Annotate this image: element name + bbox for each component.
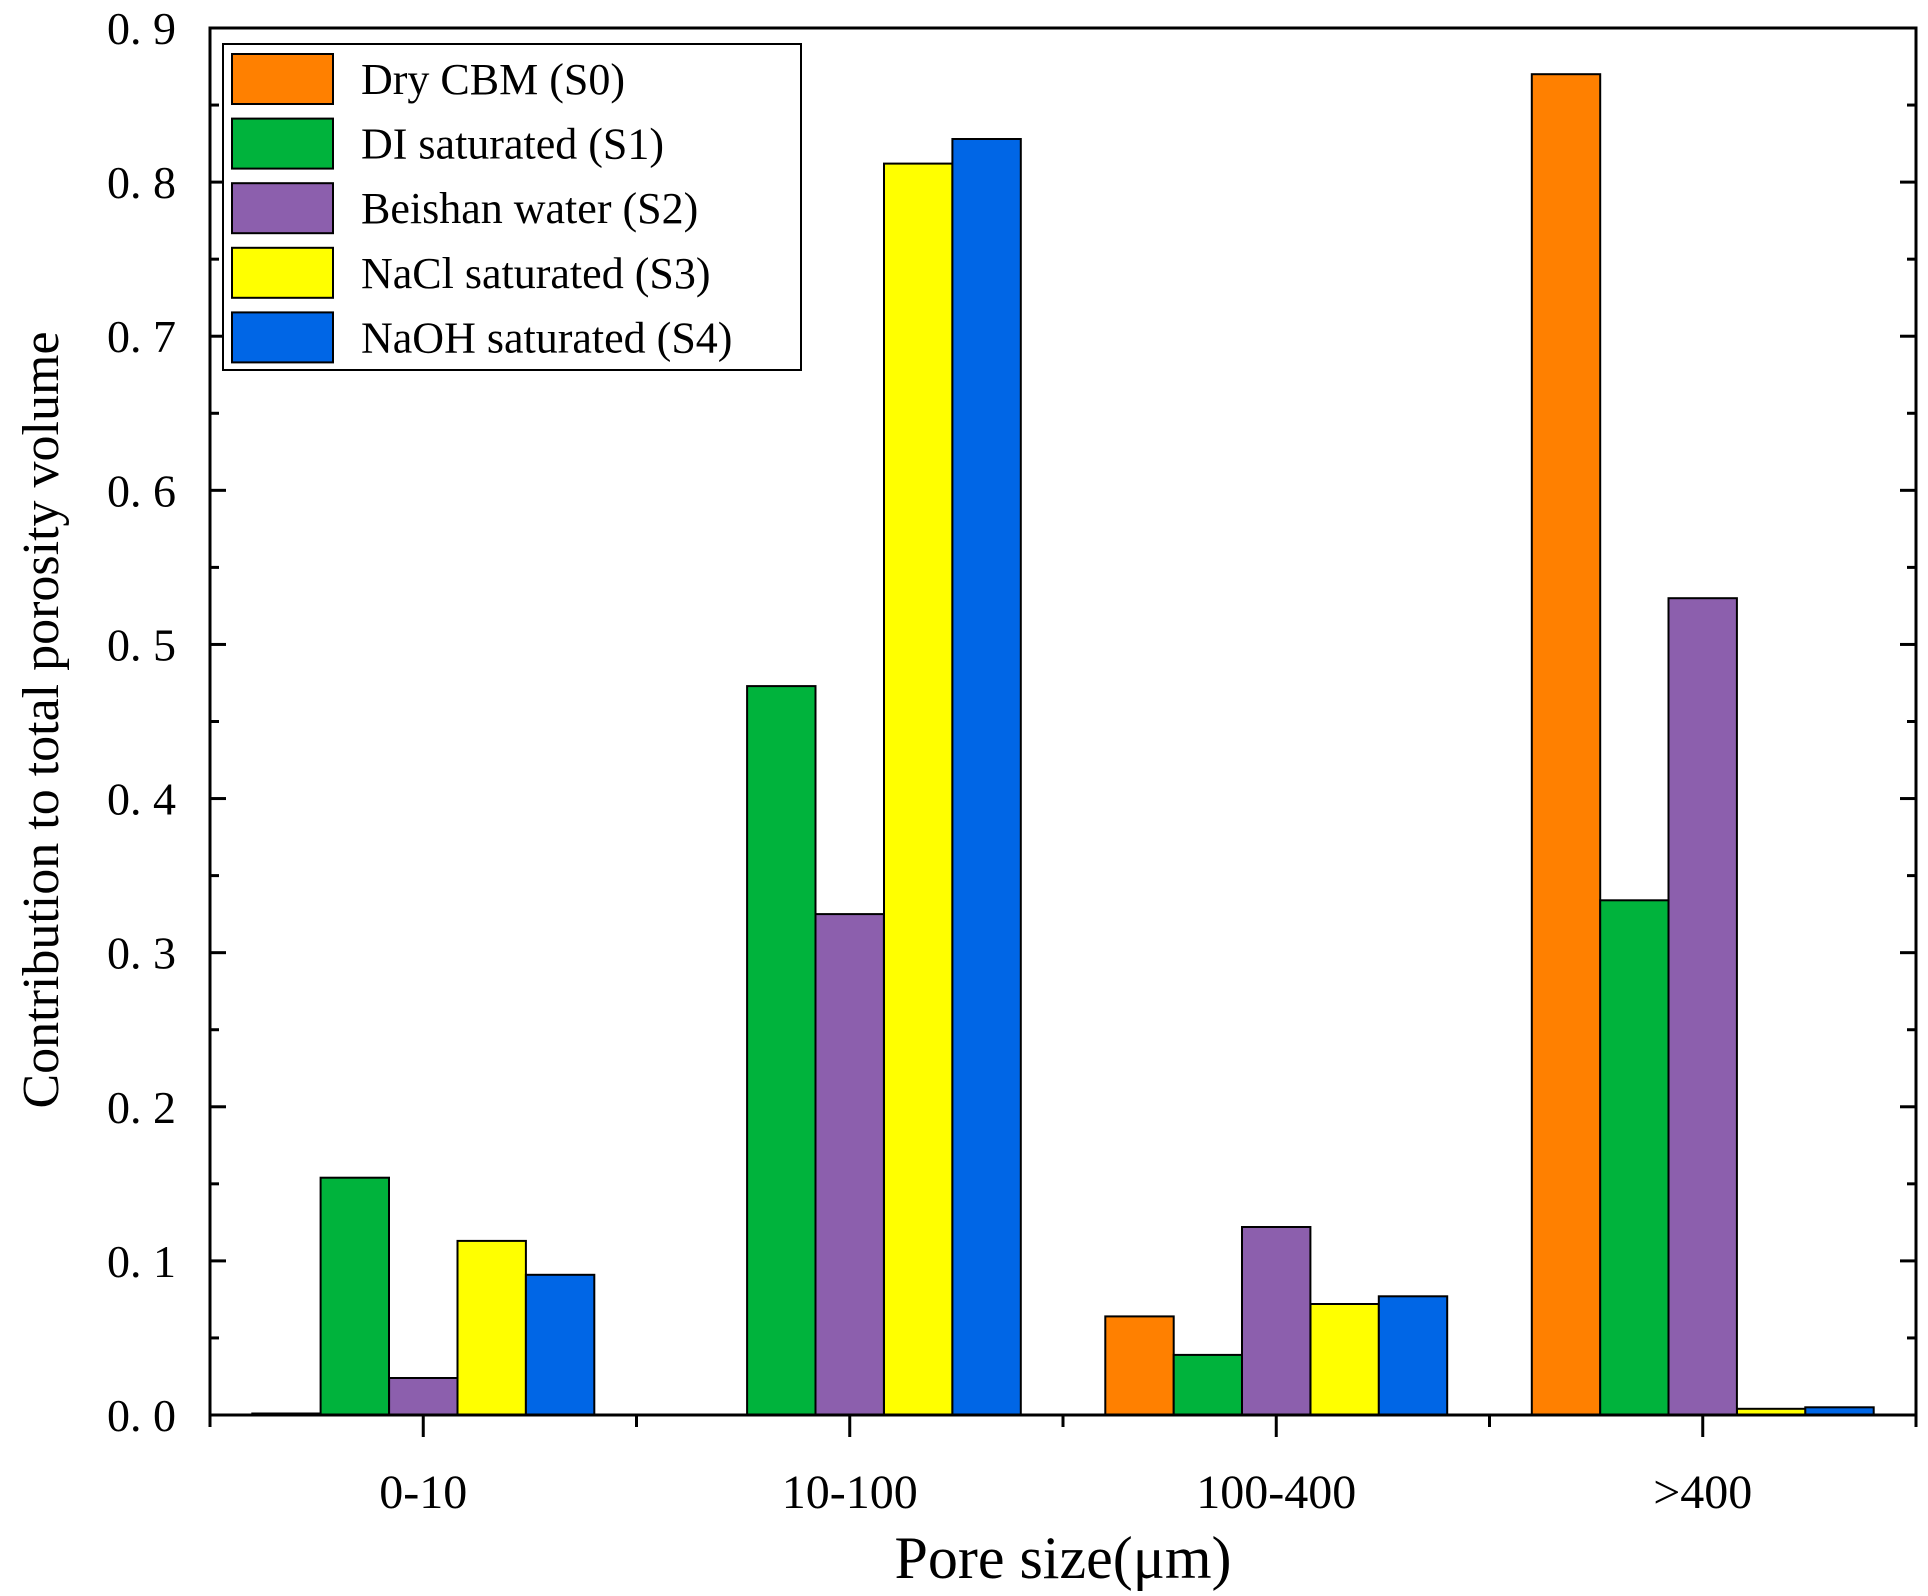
axes-layer: 0. 0 0. 1 0. 2 0. 3 0. 4 0. 5 0. 6 0. 7 0. 8 0. 9…: [107, 3, 1918, 1519]
y-axis-label: Contribution to total porosity volume: [13, 331, 70, 1108]
bar-series-2-category-0: [388, 1377, 459, 1416]
bar-series-2-category-2: [1241, 1226, 1312, 1416]
y-tick-label: 0. 2: [107, 1082, 176, 1133]
legend-swatch-4: [231, 311, 334, 364]
y-tick-label: 0. 4: [107, 774, 176, 825]
legend-label-2: Beishan water (S2): [361, 184, 698, 233]
bar-series-3-category-0: [456, 1239, 527, 1417]
bar-series-2-category-1: [814, 913, 885, 1416]
y-tick-label: 0. 0: [107, 1390, 176, 1441]
bar-series-4-category-1: [951, 138, 1022, 1416]
bar-series-0-category-2: [1104, 1315, 1175, 1417]
bars-layer: [251, 73, 1875, 1417]
bar-series-0-category-3: [1530, 73, 1602, 1417]
y-tick-label: 0. 6: [107, 465, 176, 516]
bar-series-1-category-2: [1172, 1353, 1244, 1417]
legend-swatch-2: [231, 182, 334, 235]
x-tick-label: 100-400: [1196, 1466, 1356, 1519]
legend: Dry CBM (S0) DI saturated (S1) Beishan wat…: [222, 43, 802, 371]
y-tick-label: 0. 7: [107, 311, 176, 362]
x-tick-label: >400: [1653, 1466, 1752, 1519]
legend-label-3: NaCl saturated (S3): [361, 249, 710, 298]
legend-swatch-1: [231, 117, 334, 170]
legend-label-1: DI saturated (S1): [361, 120, 664, 169]
bar-series-4-category-0: [524, 1273, 596, 1417]
legend-label-4: NaOH saturated (S4): [361, 313, 732, 362]
x-tick-label: 10-100: [782, 1466, 918, 1519]
bar-series-3-category-1: [883, 162, 954, 1417]
legend-swatch-3: [231, 246, 334, 299]
bar-series-2-category-3: [1667, 597, 1738, 1416]
legend-label-0: Dry CBM (S0): [361, 55, 625, 104]
y-tick-label: 0. 1: [107, 1236, 176, 1287]
bar-series-1-category-1: [746, 685, 817, 1416]
y-tick-label: 0. 8: [107, 157, 176, 208]
y-tick-label: 0. 3: [107, 928, 176, 979]
bar-series-1-category-3: [1599, 899, 1670, 1416]
legend-swatch-0: [231, 53, 334, 105]
x-axis-label: Pore size(μm): [894, 1525, 1231, 1591]
y-tick-label: 0. 9: [107, 3, 176, 54]
x-tick-label: 0-10: [379, 1466, 467, 1519]
bar-series-1-category-0: [319, 1176, 391, 1416]
bar-series-3-category-2: [1309, 1303, 1380, 1416]
bar-series-4-category-2: [1377, 1295, 1449, 1417]
y-tick-label: 0. 5: [107, 619, 176, 670]
